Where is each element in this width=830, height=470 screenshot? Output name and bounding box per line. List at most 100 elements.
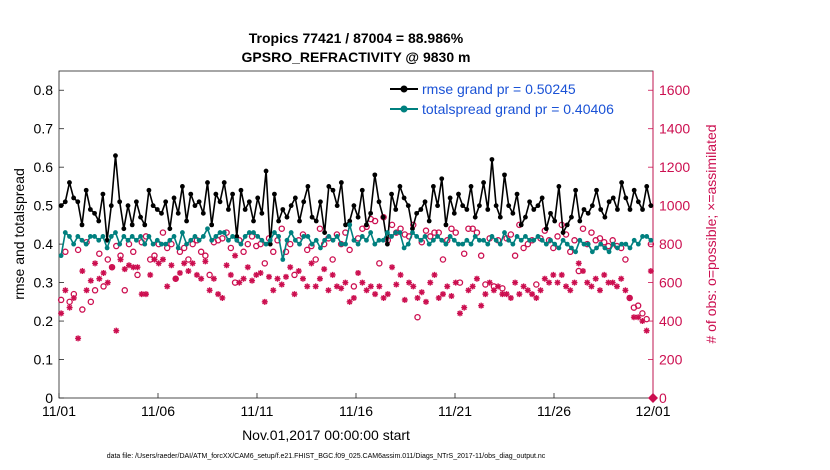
series-point-1 bbox=[564, 241, 570, 247]
series-point-0 bbox=[288, 203, 294, 209]
series-point-0 bbox=[280, 207, 286, 212]
obs-assimilated-point bbox=[210, 275, 217, 282]
series-point-0 bbox=[343, 222, 348, 228]
series-point-1 bbox=[623, 241, 629, 247]
obs-assimilated-point bbox=[558, 271, 565, 278]
obs-assimilated-point bbox=[282, 273, 289, 280]
series-point-0 bbox=[598, 207, 604, 212]
obs-possible-point bbox=[431, 229, 438, 236]
series-point-1 bbox=[87, 234, 93, 239]
obs-assimilated-point bbox=[333, 283, 340, 290]
x-tick-label: 11/06 bbox=[141, 403, 175, 419]
series-point-1 bbox=[535, 234, 541, 239]
series-point-1 bbox=[62, 230, 68, 235]
series-point-1 bbox=[619, 241, 625, 247]
obs-assimilated-point bbox=[478, 302, 485, 309]
y-right-tick-label: 200 bbox=[659, 352, 683, 368]
series-point-1 bbox=[255, 234, 261, 239]
obs-assimilated-point bbox=[575, 260, 582, 267]
series-point-0 bbox=[330, 187, 336, 193]
series-point-1 bbox=[439, 237, 445, 243]
series-point-0 bbox=[535, 203, 541, 209]
series-point-0 bbox=[322, 230, 328, 235]
obs-assimilated-point bbox=[643, 327, 650, 334]
series-point-1 bbox=[188, 237, 194, 243]
series-point-1 bbox=[443, 241, 449, 247]
series-point-0 bbox=[154, 207, 160, 212]
obs-assimilated-point bbox=[185, 268, 192, 275]
series-point-0 bbox=[159, 210, 164, 216]
series-point-1 bbox=[125, 237, 131, 243]
x-axis: 11/01 11/06 11/11 11/16 11/21 11/26 12/01 bbox=[42, 393, 671, 419]
series-point-0 bbox=[188, 191, 194, 197]
series-point-0 bbox=[205, 180, 210, 185]
legend-marker-spread bbox=[400, 105, 408, 113]
obs-possible-point bbox=[104, 256, 112, 263]
series-point-1 bbox=[318, 245, 323, 251]
series-point-1 bbox=[447, 234, 453, 239]
series-point-0 bbox=[619, 180, 625, 185]
obs-assimilated-point bbox=[168, 262, 175, 269]
obs-possible-point bbox=[74, 246, 82, 254]
obs-assimilated-point bbox=[113, 327, 120, 334]
obs-possible-point bbox=[62, 248, 69, 256]
series-point-1 bbox=[196, 237, 202, 243]
obs-count-markers bbox=[57, 213, 658, 403]
series-point-1 bbox=[180, 230, 185, 235]
obs-possible-point bbox=[469, 225, 476, 232]
series-point-0 bbox=[230, 191, 235, 197]
obs-assimilated-point bbox=[389, 264, 396, 271]
series-point-0 bbox=[569, 214, 574, 220]
series-lines bbox=[58, 153, 654, 262]
obs-assimilated-point bbox=[431, 271, 438, 278]
series-point-1 bbox=[338, 241, 344, 247]
series-point-1 bbox=[209, 237, 215, 243]
obs-assimilated-point bbox=[537, 287, 544, 294]
obs-possible-point bbox=[270, 248, 277, 256]
obs-possible-point bbox=[121, 287, 129, 294]
series-point-0 bbox=[472, 214, 478, 220]
obs-assimilated-point bbox=[147, 271, 154, 278]
obs-assimilated-point bbox=[266, 273, 273, 280]
legend-label-rmse: rmse grand pr = 0.50245 bbox=[422, 81, 576, 97]
obs-assimilated-point bbox=[367, 283, 374, 290]
y-tick-label: 0 bbox=[45, 390, 53, 406]
obs-possible-point bbox=[329, 256, 336, 263]
series-point-0 bbox=[635, 199, 641, 205]
obs-assimilated-point bbox=[155, 260, 162, 267]
obs-assimilated-point bbox=[363, 287, 370, 294]
x-tick-label: 12/01 bbox=[635, 403, 670, 419]
obs-assimilated-point bbox=[244, 264, 251, 271]
obs-assimilated-point bbox=[189, 260, 196, 267]
series-point-0 bbox=[418, 207, 424, 212]
series-point-1 bbox=[497, 241, 503, 247]
series-point-0 bbox=[326, 184, 332, 189]
y-tick-label: 0.1 bbox=[34, 352, 54, 368]
obs-assimilated-point bbox=[253, 271, 260, 278]
obs-possible-point bbox=[465, 225, 472, 232]
obs-possible-point bbox=[197, 248, 205, 256]
obs-assimilated-point bbox=[444, 283, 451, 290]
series-point-0 bbox=[543, 226, 549, 232]
y-right-tick-label: 1200 bbox=[659, 159, 690, 175]
series-point-1 bbox=[364, 237, 369, 243]
obs-assimilated-point bbox=[384, 291, 391, 298]
series-point-1 bbox=[263, 241, 269, 247]
obs-possible-point bbox=[91, 287, 99, 294]
series-point-1 bbox=[154, 237, 160, 243]
obs-assimilated-point bbox=[134, 264, 141, 271]
series-point-1 bbox=[322, 237, 328, 243]
series-point-0 bbox=[489, 157, 495, 162]
obs-assimilated-point bbox=[546, 279, 553, 286]
obs-possible-point bbox=[227, 244, 235, 252]
obs-assimilated-point bbox=[439, 291, 446, 298]
obs-assimilated-point bbox=[427, 279, 434, 286]
series-point-1 bbox=[552, 241, 558, 247]
obs-assimilated-point bbox=[329, 271, 336, 278]
series-point-0 bbox=[213, 191, 219, 197]
series-point-1 bbox=[435, 234, 440, 239]
series-point-0 bbox=[627, 207, 633, 212]
x-tick-label: 11/26 bbox=[537, 403, 571, 419]
obs-possible-point bbox=[240, 248, 247, 256]
y-axis-label: rmse and totalspread bbox=[11, 168, 27, 300]
